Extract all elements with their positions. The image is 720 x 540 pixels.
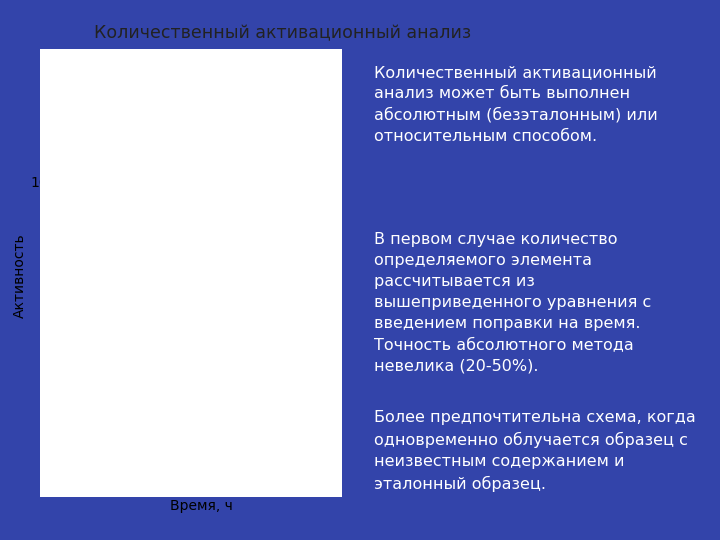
Text: В первом случае количество
определяемого элемента
рассчитывается из
вышеприведен: В первом случае количество определяемого… [374,232,652,373]
Text: Более предпочтительна схема, когда
одновременно облучается образец с
неизвестным: Более предпочтительна схема, когда однов… [374,410,696,492]
Text: T₁₂ = 4 ч.: T₁₂ = 4 ч. [179,385,257,410]
X-axis label: Время, ч: Время, ч [170,499,233,513]
Y-axis label: Активность: Активность [12,233,27,318]
Text: Суммарная: Суммарная [126,142,220,188]
Text: Количественный активационный анализ: Количественный активационный анализ [94,24,471,42]
Text: T₁₂ = 24 ч.: T₁₂ = 24 ч. [148,266,219,279]
Text: Количественный активационный
анализ может быть выполнен
абсолютным (безэталонным: Количественный активационный анализ може… [374,65,658,144]
